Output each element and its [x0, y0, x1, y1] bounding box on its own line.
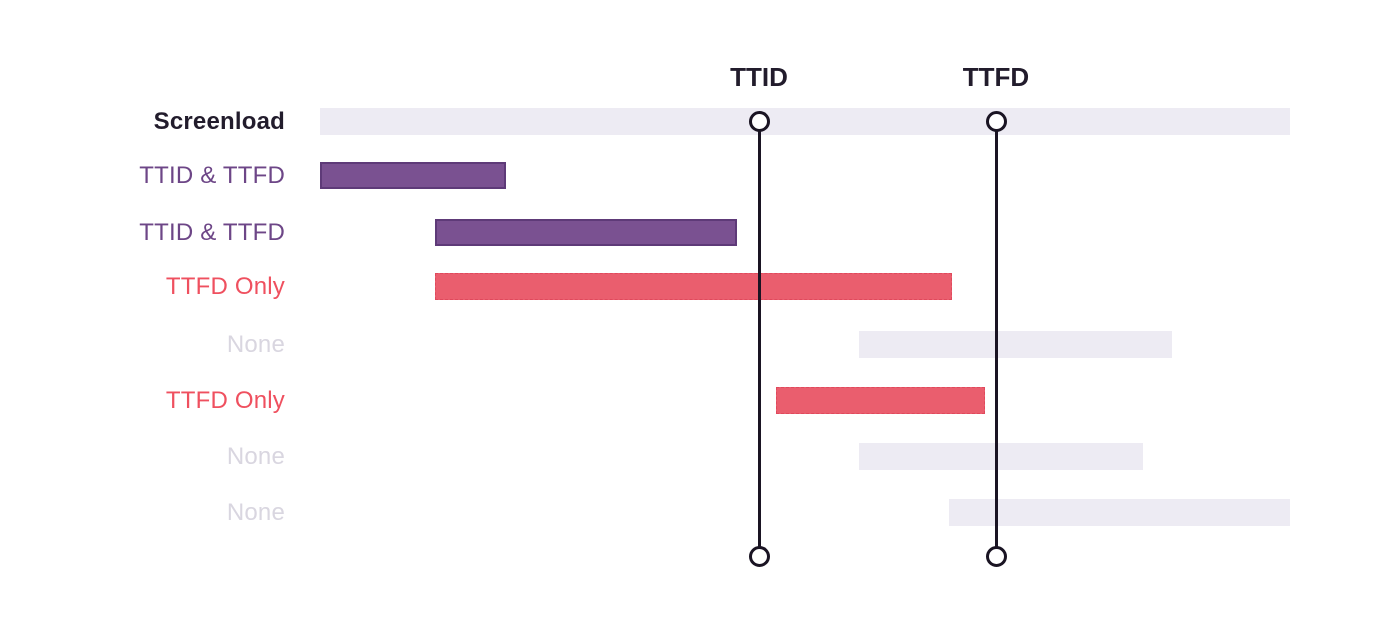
ttid-bottom-circle-icon	[748, 545, 770, 567]
timeline-row: TTID & TTFD	[0, 162, 1400, 189]
timeline-row: TTFD Only	[0, 387, 1400, 414]
timeline-bar	[859, 443, 1143, 470]
timeline-row: None	[0, 443, 1400, 470]
ttfd-top-circle-icon	[985, 110, 1007, 132]
timeline-bar	[320, 162, 506, 189]
ttid-marker-line	[757, 121, 761, 556]
timeline-row: Screenload	[0, 108, 1400, 135]
timeline-bar	[776, 387, 985, 414]
timeline-bar	[949, 499, 1290, 526]
row-label: None	[226, 499, 285, 526]
row-label: TTID & TTFD	[139, 162, 285, 189]
ttid-top-circle-icon	[748, 110, 770, 132]
row-label: TTFD Only	[165, 387, 285, 414]
timeline-row: None	[0, 499, 1400, 526]
screenload-bar	[320, 108, 1290, 135]
timeline-row: TTID & TTFD	[0, 219, 1400, 246]
row-label: None	[226, 443, 285, 470]
timeline-row: TTFD Only	[0, 273, 1400, 300]
ttid-marker-label: TTID	[730, 62, 788, 92]
ttfd-marker-line	[994, 121, 998, 556]
timeline-bar	[435, 273, 952, 300]
row-label: None	[226, 331, 285, 358]
row-label: TTFD Only	[165, 273, 285, 300]
timeline-row: None	[0, 331, 1400, 358]
row-label: TTID & TTFD	[139, 219, 285, 246]
timeline-bar	[435, 219, 737, 246]
ttfd-marker-label: TTFD	[962, 62, 1030, 92]
timeline-bar	[859, 331, 1172, 358]
row-label: Screenload	[153, 108, 285, 135]
ttfd-bottom-circle-icon	[985, 545, 1007, 567]
